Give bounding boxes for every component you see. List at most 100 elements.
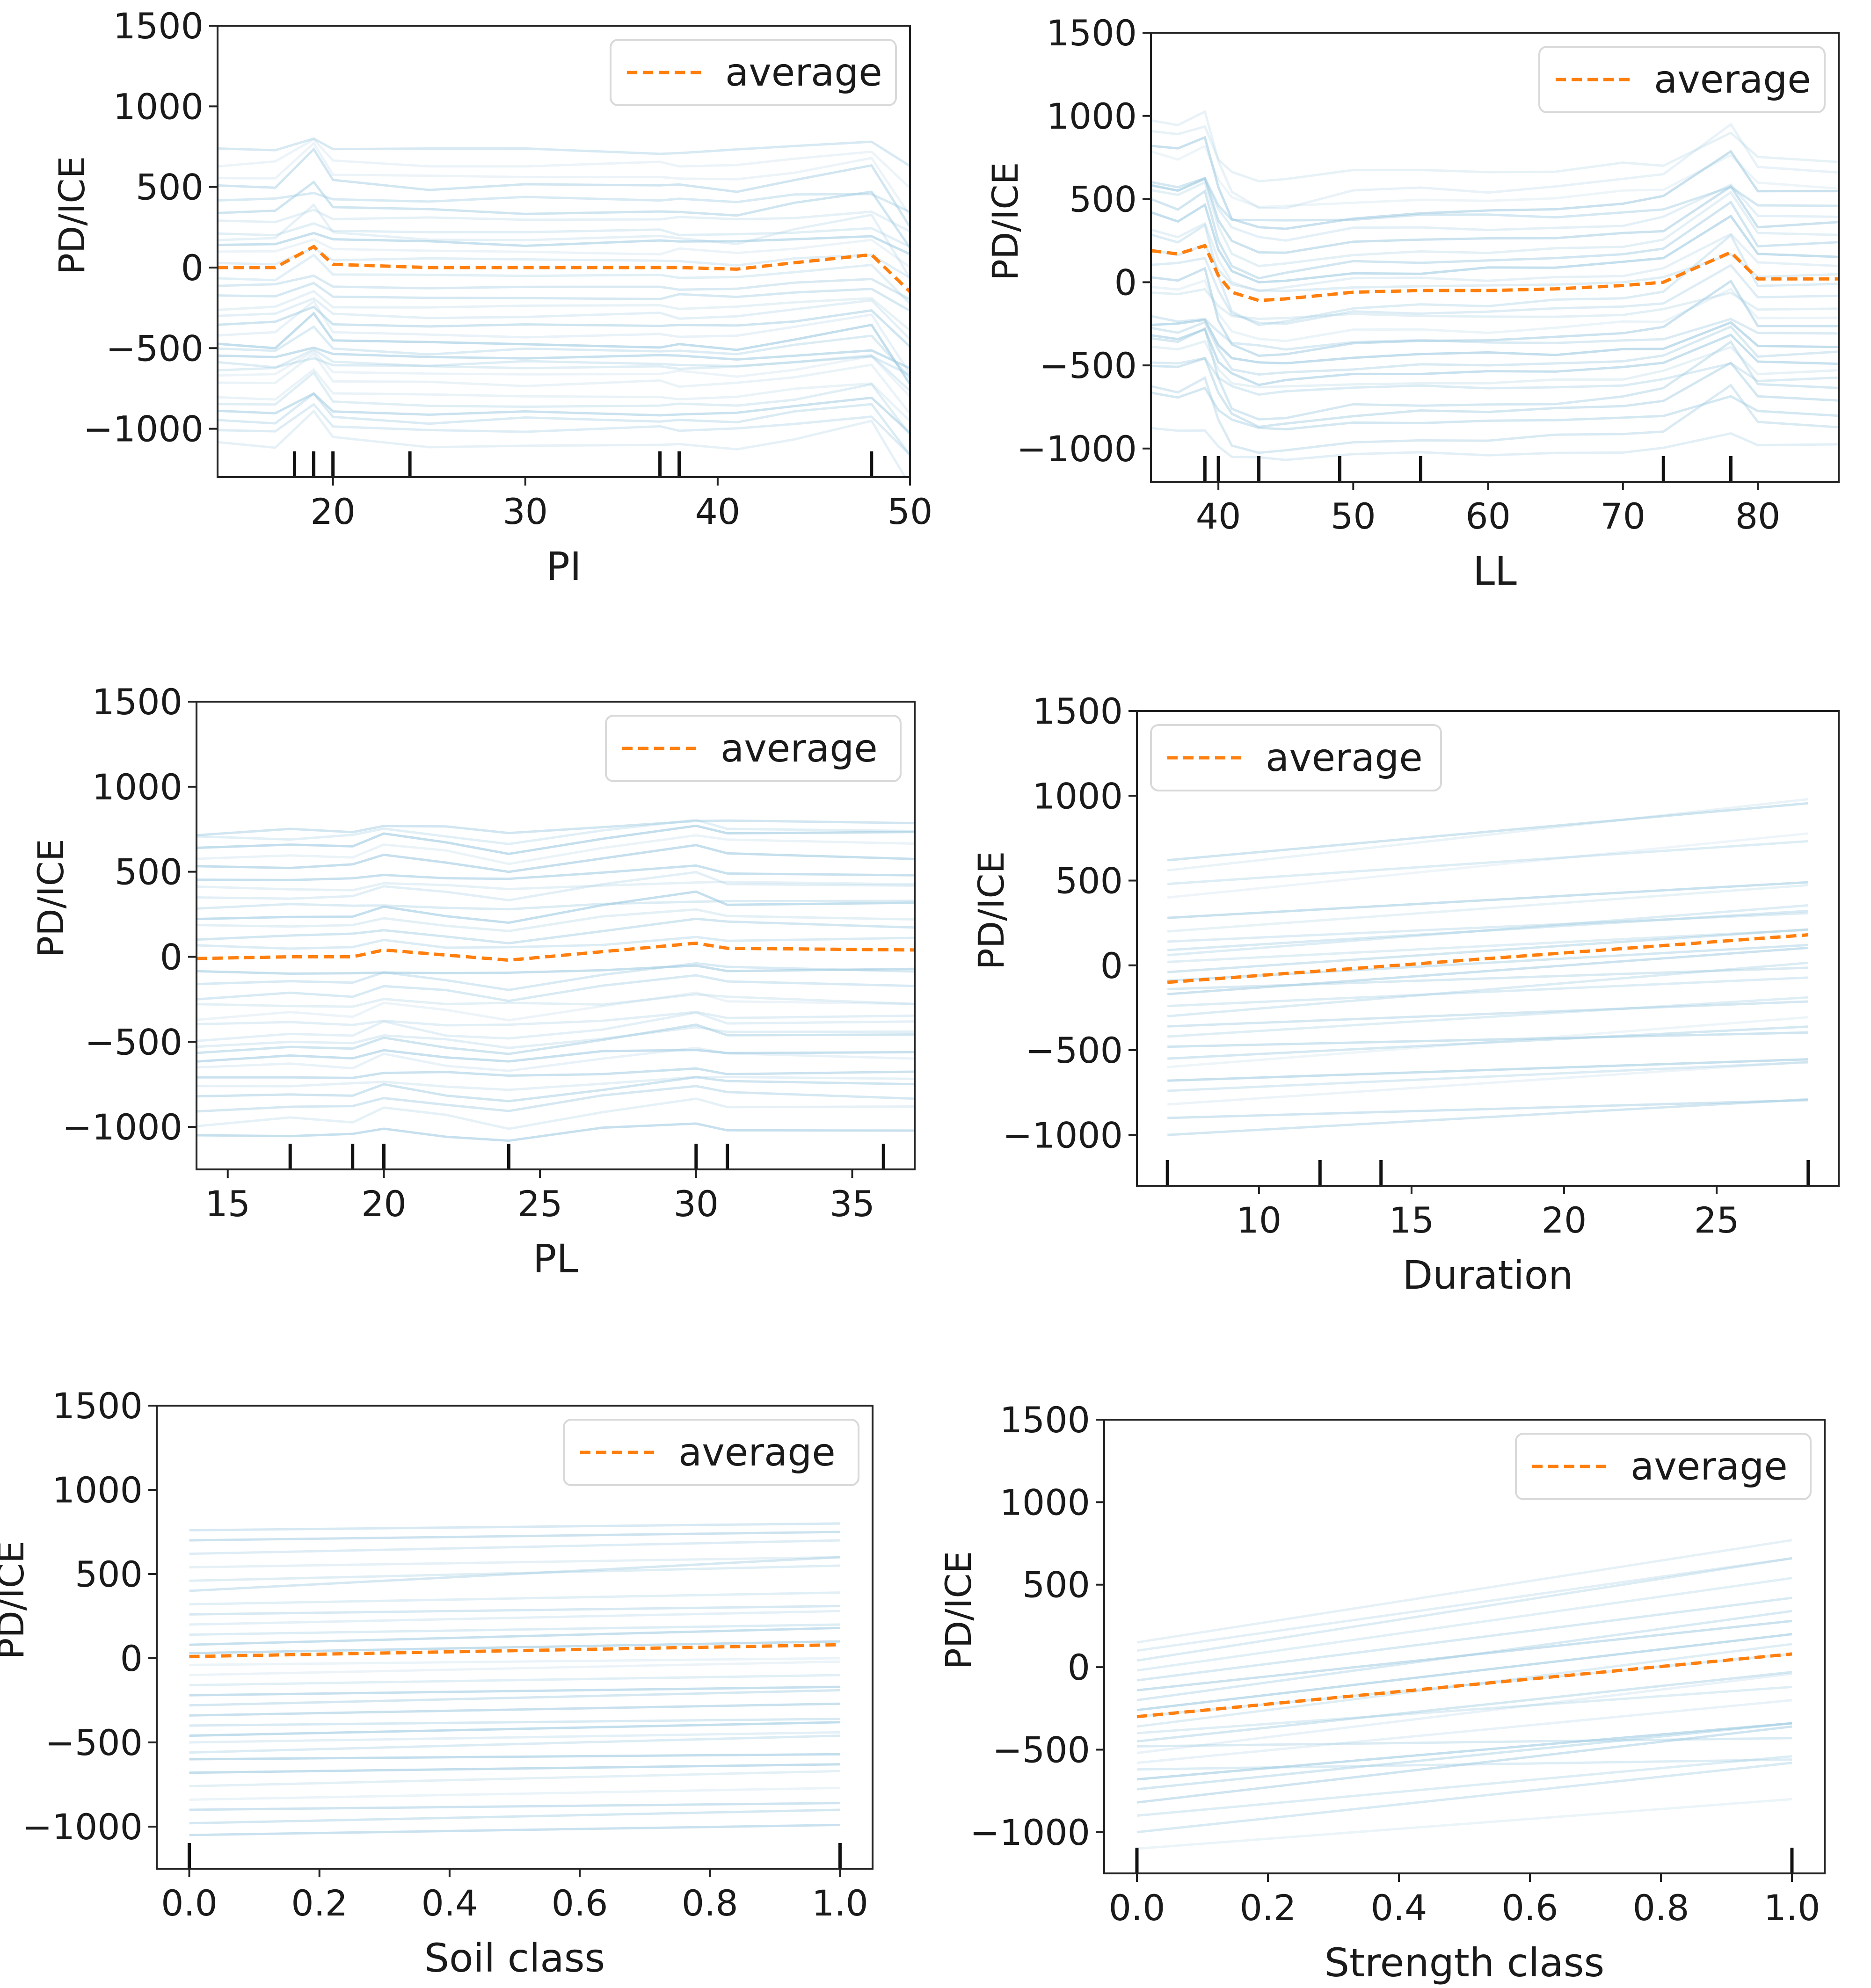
ice-line (189, 1685, 840, 1697)
y-tick-label: −1000 (83, 408, 204, 450)
x-tick-label: 0.6 (552, 1882, 608, 1924)
ice-line (218, 349, 910, 398)
ice-line (218, 180, 910, 249)
x-tick-label: 50 (888, 491, 933, 532)
ice-line (197, 908, 915, 932)
y-tick-label: 500 (75, 1553, 143, 1595)
legend-label: average (1631, 1444, 1788, 1489)
x-tick-label: 20 (361, 1183, 407, 1225)
average-line (197, 941, 915, 962)
y-tick-label: 500 (1069, 179, 1137, 220)
ice-line (197, 819, 915, 836)
ice-line (1167, 881, 1808, 919)
ice-line (189, 1753, 840, 1761)
ice-line (1151, 279, 1839, 342)
ice-line (197, 871, 915, 902)
ice-line (1136, 1798, 1792, 1850)
y-axis-label: PD/ICE (984, 162, 1026, 280)
legend-box (610, 39, 897, 106)
x-axis-label: PL (533, 1236, 579, 1282)
ice-line (1151, 427, 1839, 461)
ice-line (1136, 1699, 1792, 1764)
x-tick-label: 1.0 (1764, 1887, 1820, 1929)
x-tick-label: 30 (673, 1183, 719, 1225)
x-axis-label: LL (1473, 548, 1517, 594)
y-tick-label: 500 (136, 167, 204, 208)
ice-line (189, 1674, 840, 1687)
ice-line (1167, 798, 1809, 872)
ice-line (189, 1660, 840, 1676)
y-tick-label: −500 (1039, 345, 1137, 386)
y-tick-label: −1000 (1017, 428, 1137, 470)
y-tick-label: 1500 (52, 1385, 143, 1427)
y-tick-label: 0 (181, 247, 204, 289)
y-tick-label: −1000 (1003, 1114, 1123, 1156)
ice-line (189, 1657, 840, 1666)
ice-line (1167, 943, 1808, 982)
subplot-3: −1000 −500 0 500 1000 1500 15 20 25 30 35 PL PD/ICE a… (30, 681, 916, 1282)
ice-line (1136, 1758, 1792, 1771)
subplot-2: −1000 −500 0 500 1000 1500 40 50 60 70 80 LL PD/ICE a… (984, 12, 1840, 594)
x-tick-label: 60 (1465, 495, 1511, 537)
ice-line (197, 964, 915, 975)
ice-line (189, 1522, 840, 1531)
ice-line (218, 297, 910, 341)
subplot-4: −1000 −500 0 500 1000 1500 10 15 20 25 Duration PD/… (970, 690, 1840, 1298)
y-axis-label: PD/ICE (51, 156, 93, 275)
ice-line (1151, 357, 1839, 428)
plot-area (1136, 1539, 1792, 1850)
ice-line (1167, 961, 1808, 1017)
ice-line (197, 1085, 915, 1113)
ice-line (1151, 356, 1839, 396)
ice-line (218, 282, 910, 312)
ice-line (197, 890, 915, 924)
y-axis-label: PD/ICE (30, 839, 72, 957)
ice-line (189, 1564, 840, 1582)
x-tick-label: 25 (1694, 1199, 1740, 1241)
x-tick-label: 40 (695, 491, 741, 532)
ice-line (1136, 1725, 1792, 1804)
ice-line (218, 232, 910, 255)
y-tick-label: −500 (85, 1021, 182, 1063)
y-tick-label: 1000 (113, 86, 204, 127)
ice-line (218, 247, 910, 279)
y-tick-label: 1000 (1033, 775, 1123, 817)
axes-frame (1103, 1419, 1826, 1874)
y-tick-label: 1000 (1047, 95, 1137, 137)
y-tick-label: 0 (1068, 1647, 1090, 1688)
ice-line (197, 834, 915, 865)
ice-line (218, 312, 910, 385)
legend-label: average (1266, 736, 1423, 780)
ice-line (189, 1702, 840, 1717)
ice-line (197, 1097, 915, 1130)
ice-line (218, 290, 910, 332)
legend: average (1515, 1433, 1812, 1500)
legend: average (610, 39, 897, 106)
ice-line (218, 348, 910, 392)
ice-line (1151, 176, 1839, 222)
y-tick-label: −1000 (22, 1806, 143, 1848)
x-tick-label: 80 (1735, 495, 1781, 537)
x-tick-label: 0.4 (1371, 1887, 1427, 1929)
y-tick-label: 1500 (1047, 12, 1137, 54)
y-tick-label: 1500 (1000, 1399, 1090, 1441)
ice-line (197, 1122, 915, 1142)
axes-frame (156, 1405, 874, 1870)
legend-box (1538, 46, 1826, 113)
plot-area (218, 137, 910, 477)
ice-line (218, 392, 910, 456)
ice-line (1167, 832, 1809, 899)
ice-line (218, 352, 910, 414)
x-tick-label: 0.4 (421, 1882, 478, 1924)
x-tick-label: 15 (205, 1183, 250, 1225)
y-tick-label: 1500 (92, 681, 182, 723)
y-tick-label: 500 (115, 851, 182, 893)
ice-line (189, 1604, 840, 1616)
ice-line (189, 1689, 840, 1707)
ice-line (218, 346, 910, 370)
ice-line (189, 1531, 840, 1542)
ice-line (1151, 221, 1839, 293)
x-tick-label: 0.2 (1240, 1887, 1296, 1929)
x-tick-label: 0.2 (291, 1882, 348, 1924)
